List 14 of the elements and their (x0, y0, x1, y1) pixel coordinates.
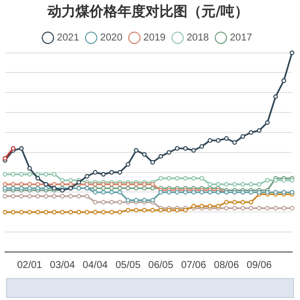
x-tick-label: 09/06 (246, 260, 272, 271)
x-tick-label: 04/04 (82, 260, 108, 271)
x-tick-label: 08/06 (214, 260, 240, 271)
legend-label: 2020 (100, 32, 123, 44)
x-tick-label: 02/01 (17, 260, 43, 271)
legend-label: 2021 (56, 32, 80, 44)
chart-title: 动力煤价格年度对比图（元/吨） (46, 3, 249, 20)
legend-label: 2019 (143, 32, 166, 44)
legend-label: 2017 (230, 32, 253, 44)
x-tick-label: 05/05 (115, 260, 141, 271)
legend-label: 2018 (186, 32, 210, 44)
x-tick-label: 06/05 (148, 260, 174, 271)
x-tick-label: 03/04 (50, 260, 76, 271)
x-tick-label: 07/06 (181, 260, 207, 271)
